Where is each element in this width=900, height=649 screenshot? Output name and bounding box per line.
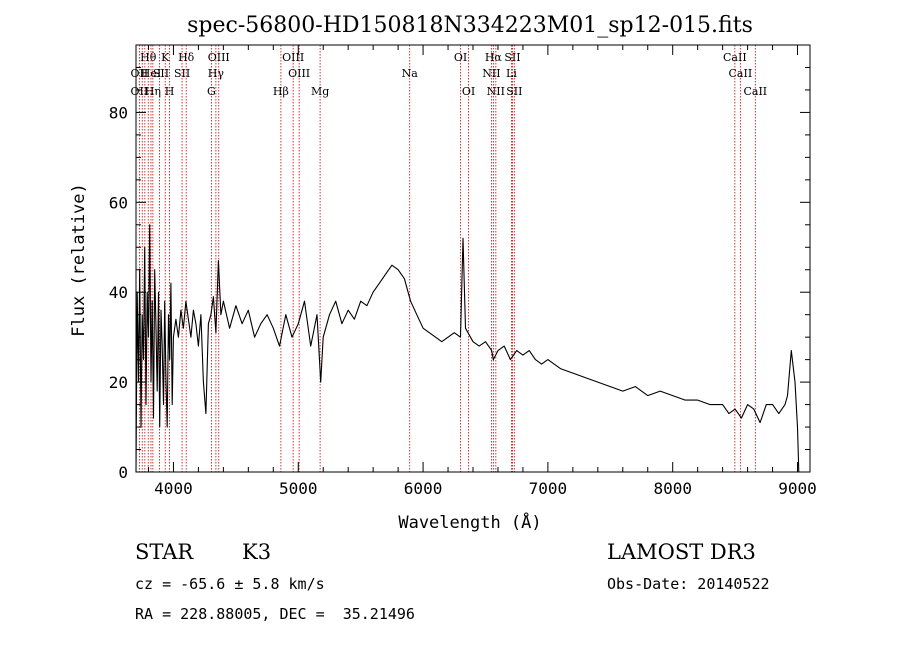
emission-line-label: OIII	[282, 51, 304, 64]
x-tick-label: 6000	[404, 479, 443, 498]
emission-line-label: H	[165, 85, 175, 98]
emission-line-label: OII	[131, 85, 149, 98]
emission-line-label: Hδ	[178, 51, 195, 64]
x-tick-label: 4000	[154, 479, 193, 498]
emission-line-label: Hη	[145, 85, 161, 98]
emission-line-label: Mg	[311, 85, 329, 98]
emission-line-label: SII	[153, 67, 169, 80]
y-axis-label: Flux (relative)	[69, 183, 89, 337]
x-axis-label: Wavelength (Å)	[398, 511, 541, 533]
x-tick-label: 8000	[653, 479, 692, 498]
redshift-cz: cz = -65.6 ± 5.8 km/s	[135, 575, 325, 593]
emission-line-label: G	[207, 85, 216, 98]
coordinates: RA = 228.88005, DEC = 35.21496	[135, 605, 415, 623]
emission-line-label: OII	[131, 67, 149, 80]
emission-line-label: HeI	[141, 67, 161, 80]
observation-date: Obs-Date: 20140522	[607, 575, 770, 593]
object-class: STAR	[135, 540, 194, 564]
x-tick-label: 5000	[279, 479, 318, 498]
emission-line-label: SII	[174, 67, 190, 80]
y-tick-label: 60	[109, 193, 128, 212]
emission-line-label: Hα	[485, 51, 503, 64]
y-tick-label: 20	[109, 373, 128, 392]
emission-line-label: NII	[482, 67, 500, 80]
survey-name: LAMOST DR3	[607, 540, 756, 564]
emission-line-label: OI	[454, 51, 467, 64]
emission-line-label: Na	[402, 67, 419, 80]
object-subclass: K3	[242, 540, 272, 564]
flux-series	[135, 224, 800, 473]
emission-line-label: OI	[462, 85, 475, 98]
emission-line-label: CaII	[729, 67, 753, 80]
emission-line-label: Hθ	[140, 51, 157, 64]
emission-line-label: CaII	[723, 51, 747, 64]
emission-line-label: SII	[504, 51, 520, 64]
x-tick-label: 7000	[529, 479, 568, 498]
y-tick-label: 80	[109, 103, 128, 122]
emission-line-label: SII	[506, 85, 522, 98]
axis-ticks: 4000 5000 6000 7000 8000 9000 0 20 40 60 80	[109, 45, 817, 498]
emission-line-labels: HθOIIHeISIIOIIHηKHHδSIIOIIIHγGOIIIOIIIHβ…	[131, 51, 768, 98]
emission-line-markers	[138, 45, 756, 472]
emission-line-label: OIII	[208, 51, 230, 64]
chart-title: spec-56800-HD150818N334223M01_sp12-015.f…	[187, 13, 753, 38]
flux-line	[135, 224, 800, 473]
emission-line-label: K	[161, 51, 170, 64]
emission-line-label: Hγ	[208, 67, 225, 80]
y-tick-label: 0	[118, 463, 128, 482]
x-tick-label: 9000	[778, 479, 817, 498]
emission-line-label: Li	[506, 67, 517, 80]
emission-line-label: OIII	[288, 67, 310, 80]
plot-frame	[135, 44, 811, 473]
y-tick-label: 40	[109, 283, 128, 302]
emission-line-label: Hβ	[273, 85, 289, 98]
emission-line-label: NII	[487, 85, 505, 98]
emission-line-label: CaII	[743, 85, 767, 98]
